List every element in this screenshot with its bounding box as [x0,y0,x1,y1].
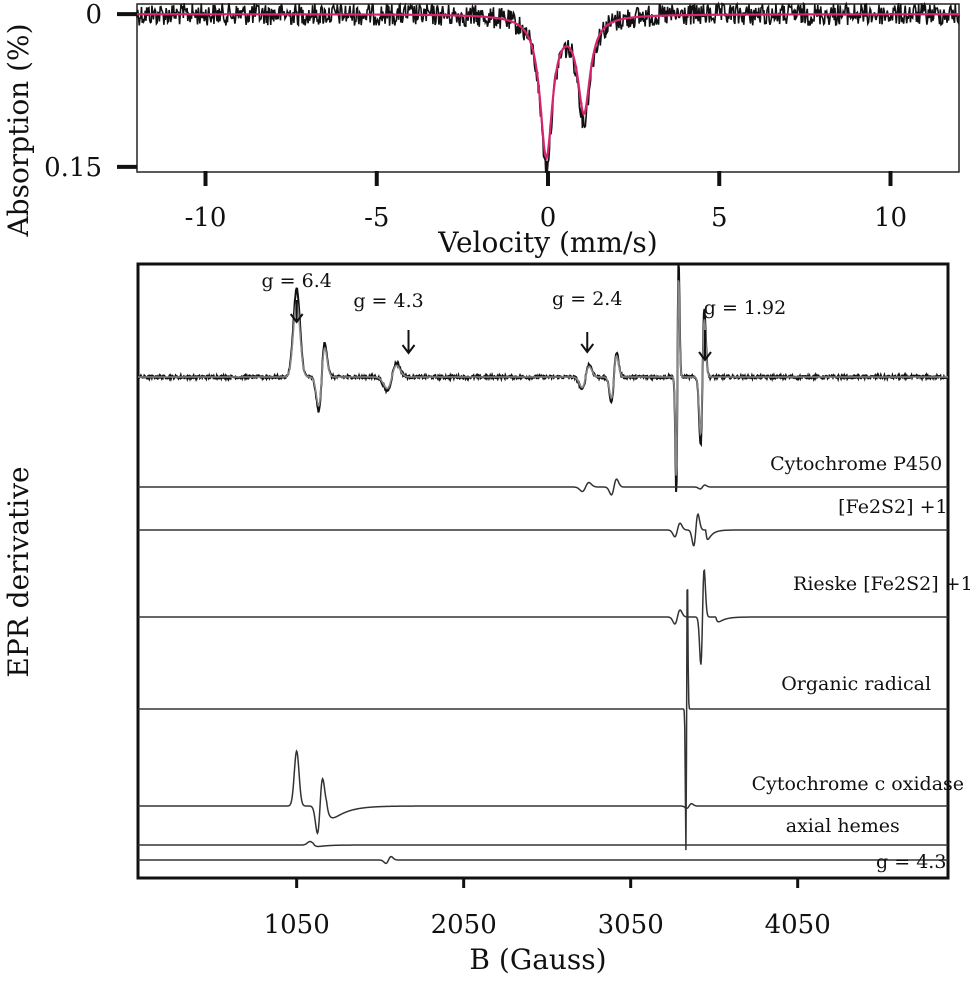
g-value-annotation: g = 4.3 [353,290,423,312]
epr-simulated-trace [138,280,948,476]
g-value-annotation: g = 2.4 [552,288,622,310]
epr-traces: Cytochrome P450 [Fe2S2] +1 Rieske [Fe2S2] … [137,264,973,873]
mossbauer-y-tick-label: 0 [85,0,102,30]
epr-trace [138,512,948,547]
annotation-arrowhead [698,351,712,362]
g-value-annotation: g = 6.4 [261,270,331,292]
epr-x-tick-label: 3050 [598,910,664,940]
mossbauer-x-tick-label: 5 [711,203,728,233]
mossbauer-x-tick-label: -10 [185,203,227,233]
epr-trace [138,749,948,835]
epr-trace-label: g = 4.3 [876,851,946,873]
mossbauer-x-tick-label: 10 [874,203,907,233]
epr-trace [138,855,948,865]
epr-trace-label: Rieske [Fe2S2] +1 [793,573,973,595]
mossbauer-y-axis-label: Absorption (%) [2,23,35,237]
g-value-annotation: g = 1.92 [704,297,786,319]
epr-x-axis-label: B (Gauss) [469,943,606,976]
mossbauer-x-tick-label: 0 [540,203,557,233]
epr-trace-label: Cytochrome P450 [770,453,942,475]
epr-y-axis-label: EPR derivative [2,466,35,677]
mossbauer-panel: -10 -5 0 5 10 0 0.15 Velocity (mm/s) Absorptio… [2,0,960,259]
epr-panel: 1050 2050 3050 4050 Cytochrome P450 [Fe2S2] … [2,262,973,976]
mossbauer-x-axis-label: Velocity (mm/s) [437,226,657,259]
epr-trace [138,568,948,665]
epr-trace-label: [Fe2S2] +1 [838,496,947,518]
epr-trace-label: Cytochrome c oxidase [752,773,964,795]
annotation-arrowhead [401,344,416,355]
epr-trace [138,478,948,496]
mossbauer-series [136,1,960,174]
epr-x-tick-label: 4050 [765,910,831,940]
annotation-arrowhead [289,313,304,324]
mossbauer-data-trace [136,1,960,174]
epr-annotations: g = 6.4 g = 4.3 g = 2.4 g = 1.92 [261,270,786,362]
epr-plot-frame [136,262,950,880]
mossbauer-fit-trace [137,13,959,162]
epr-trace [138,840,948,848]
epr-x-tick-label: 2050 [431,910,497,940]
epr-trace-label: axial hemes [786,815,900,837]
epr-trace [138,589,948,851]
annotation-arrowhead [580,343,595,354]
epr-trace-label: Organic radical [781,673,931,695]
mossbauer-x-tick-label: -5 [364,203,389,233]
mossbauer-y-tick-label: 0.15 [44,153,102,183]
epr-x-tick-label: 1050 [264,910,330,940]
mossbauer-ticks: -10 -5 0 5 10 0 0.15 [44,0,907,233]
epr-ticks: 1050 2050 3050 4050 [264,878,831,940]
